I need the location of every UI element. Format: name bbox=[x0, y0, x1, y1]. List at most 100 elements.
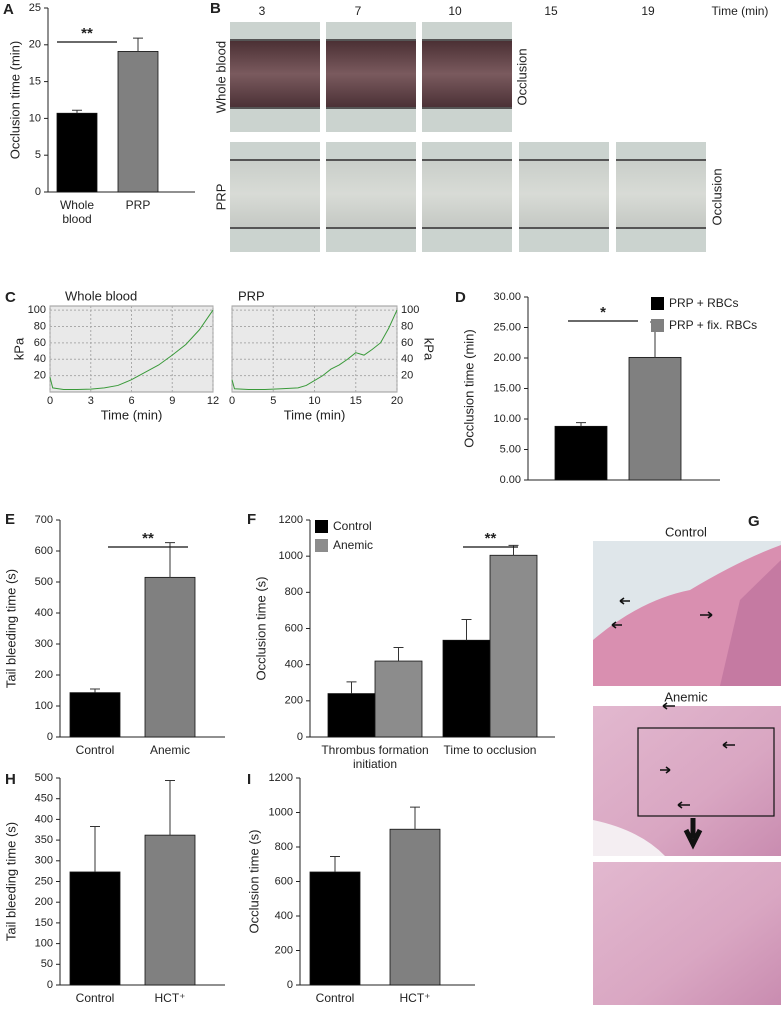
legend-swatch bbox=[651, 297, 664, 310]
arrows bbox=[611, 597, 735, 809]
row-label: Whole blood bbox=[213, 41, 228, 113]
x-tick-label: 6 bbox=[128, 395, 134, 407]
y-axis-label: Tail bleeding time (s) bbox=[3, 822, 18, 941]
y-tick-label: 500 bbox=[35, 772, 53, 784]
bar bbox=[69, 692, 121, 738]
y-tick-label: 400 bbox=[35, 813, 53, 825]
significance-label: * bbox=[600, 304, 606, 321]
x-tick-label: HCT⁺ bbox=[399, 991, 431, 1005]
y-axis-label: kPa bbox=[11, 337, 26, 360]
histology-image bbox=[593, 862, 781, 1005]
x-tick-label: 12 bbox=[207, 395, 219, 407]
y-tick-label: 80 bbox=[401, 320, 413, 332]
y-tick-label: 100 bbox=[28, 304, 46, 316]
inset-box bbox=[637, 727, 775, 817]
x-tick-label: Control bbox=[75, 743, 115, 757]
y-tick-label: 25 bbox=[29, 2, 41, 14]
y-tick-label: 100 bbox=[401, 304, 419, 316]
error-bar bbox=[346, 681, 357, 694]
y-tick-label: 600 bbox=[275, 875, 293, 887]
significance-label: ** bbox=[81, 25, 93, 42]
significance-label: ** bbox=[142, 530, 154, 547]
y-axis-label: Occlusion time (s) bbox=[253, 576, 268, 680]
panel-letter: H bbox=[5, 771, 16, 788]
panel-letter: A bbox=[3, 1, 14, 18]
y-tick-label: 400 bbox=[275, 910, 293, 922]
x-tick-label: 3 bbox=[88, 395, 94, 407]
y-tick-label: 40 bbox=[34, 353, 46, 365]
arrow bbox=[683, 818, 703, 850]
legend-swatch bbox=[315, 539, 328, 552]
bar bbox=[117, 51, 159, 193]
x-tick-label-box: PRP bbox=[126, 198, 151, 212]
tissue bbox=[720, 560, 781, 686]
y-tick-label: 150 bbox=[35, 917, 53, 929]
y-tick-label: 0 bbox=[35, 186, 41, 198]
y-axis-label: Occlusion time (min) bbox=[461, 329, 476, 447]
image-label: Control bbox=[665, 524, 707, 539]
x-tick-label: 20 bbox=[391, 395, 403, 407]
x-tick-label-box: Time to occlusion bbox=[444, 743, 537, 757]
panel-letter: E bbox=[5, 511, 15, 528]
legend-label: Control bbox=[333, 519, 372, 533]
y-tick-label: 0 bbox=[47, 979, 53, 991]
bar bbox=[144, 834, 196, 986]
panel-letter: C bbox=[5, 289, 16, 306]
chart-title: Whole blood bbox=[65, 288, 137, 303]
bar bbox=[374, 660, 423, 738]
x-tick-label-box: Control bbox=[75, 743, 115, 757]
y-axis-label: Occlusion time (min) bbox=[7, 41, 22, 159]
x-tick-label: HCT⁺ bbox=[154, 991, 186, 1005]
panel-letter: G bbox=[748, 513, 760, 530]
y-tick-label: 250 bbox=[35, 875, 53, 887]
background bbox=[593, 820, 665, 856]
significance-label: ** bbox=[485, 530, 497, 547]
time-label: 10 bbox=[448, 4, 462, 18]
y-tick-label: 100 bbox=[35, 938, 53, 950]
error-bar bbox=[410, 806, 420, 830]
y-tick-label: 5 bbox=[35, 149, 41, 161]
x-axis-label: Time (min) bbox=[284, 407, 346, 422]
x-tick-label: Whole blood bbox=[59, 198, 94, 226]
y-tick-label: 20 bbox=[34, 370, 46, 382]
x-tick-label-box: HCT⁺ bbox=[399, 991, 431, 1005]
y-tick-label: 0 bbox=[287, 979, 293, 991]
y-tick-label: 0 bbox=[297, 731, 303, 743]
x-tick-label: Thrombus formation initiation bbox=[321, 743, 429, 771]
x-tick-label: 0 bbox=[47, 395, 53, 407]
end-label: Occlusion bbox=[709, 168, 724, 225]
bar bbox=[144, 576, 196, 738]
x-tick-label: 15 bbox=[350, 395, 362, 407]
time-label: 3 bbox=[259, 4, 266, 18]
y-tick-label: 20 bbox=[401, 370, 413, 382]
x-tick-label-box: Control bbox=[76, 991, 115, 1005]
row-label: PRP bbox=[213, 184, 228, 211]
y-tick-label: 300 bbox=[35, 638, 53, 650]
panel-letter: B bbox=[210, 0, 221, 17]
y-tick-label: 0 bbox=[47, 731, 53, 743]
error-bar bbox=[133, 37, 143, 52]
error-bar bbox=[461, 618, 472, 641]
legend-swatch bbox=[651, 319, 664, 332]
legend-label: PRP + RBCs bbox=[669, 296, 738, 310]
channel-lumen bbox=[326, 40, 416, 108]
y-tick-label: 20 bbox=[29, 39, 41, 51]
bar bbox=[309, 871, 361, 986]
y-tick-label: 40 bbox=[401, 353, 413, 365]
y-tick-label: 60 bbox=[34, 337, 46, 349]
x-tick-label-box: Anemic bbox=[150, 743, 190, 757]
y-tick-label: 200 bbox=[275, 944, 293, 956]
bar bbox=[442, 639, 491, 738]
error-bar bbox=[393, 646, 404, 662]
y-tick-label: 300 bbox=[35, 855, 53, 867]
error-bar bbox=[165, 779, 175, 836]
chart-title: PRP bbox=[238, 288, 265, 303]
y-tick-label: 10 bbox=[29, 112, 41, 124]
time-label: 15 bbox=[544, 4, 558, 18]
channel-lumen bbox=[230, 40, 320, 108]
line bbox=[231, 309, 398, 391]
bar bbox=[489, 554, 538, 738]
channel-lumen bbox=[519, 160, 609, 228]
x-tick-label-box: Whole blood bbox=[59, 198, 94, 226]
y-tick-label: 20.00 bbox=[493, 352, 521, 364]
